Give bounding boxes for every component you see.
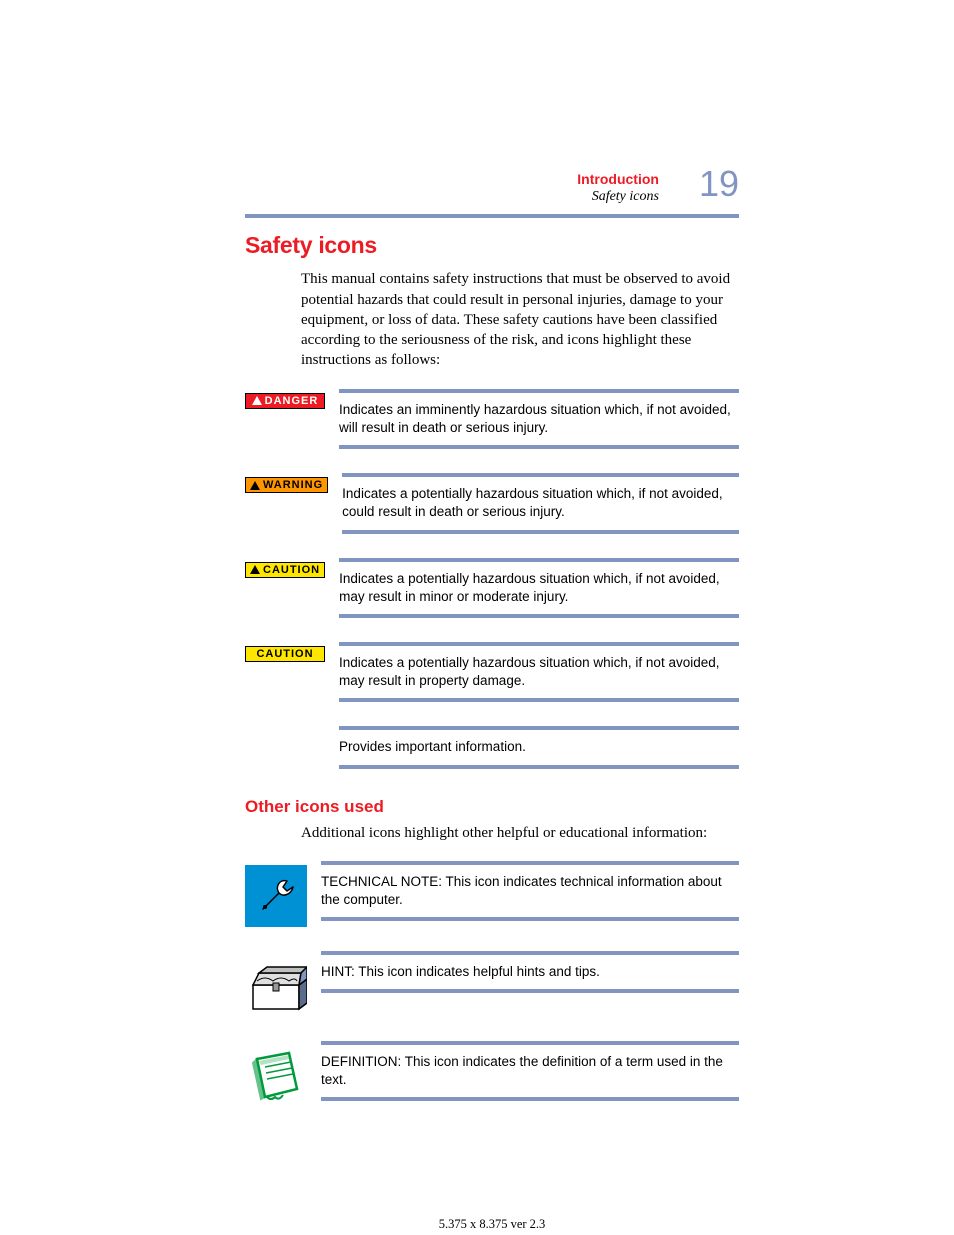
notice-bottom-rule	[339, 765, 739, 769]
badge-label: WARNING	[263, 479, 323, 491]
header-rule	[245, 214, 739, 218]
warning-badge: WARNING	[245, 477, 328, 493]
notice-bottom-rule	[339, 614, 739, 618]
badge-label: CAUTION	[256, 648, 313, 660]
notice-text: Indicates an imminently hazardous situat…	[339, 397, 739, 439]
other-intro: Additional icons highlight other helpful…	[301, 823, 739, 843]
technical-note-icon-box	[245, 865, 307, 927]
header-text-block: Introduction Safety icons	[577, 170, 659, 206]
info-icon-body: DEFINITION: This icon indicates the defi…	[321, 1041, 739, 1101]
info-icon-text: DEFINITION: This icon indicates the defi…	[321, 1049, 739, 1091]
notice-row: DANGER Indicates an imminently hazardous …	[245, 389, 739, 449]
info-icon-block: HINT: This icon indicates helpful hints …	[245, 951, 739, 1017]
alert-triangle-icon	[252, 396, 262, 405]
notice-row: WARNING Indicates a potentially hazardous…	[245, 473, 739, 533]
notice-body: Provides important information.	[339, 726, 739, 768]
info-bottom-rule	[321, 1097, 739, 1101]
danger-badge: DANGER	[245, 393, 325, 409]
notice-body: Indicates a potentially hazardous situat…	[342, 473, 739, 533]
alert-triangle-icon	[250, 481, 260, 490]
book-icon	[245, 1045, 307, 1107]
info-bottom-rule	[321, 917, 739, 921]
safety-notice: CAUTION Indicates a potentially hazardous…	[245, 642, 739, 702]
notice-text: Indicates a potentially hazardous situat…	[339, 566, 739, 608]
safety-intro: This manual contains safety instructions…	[301, 269, 739, 370]
info-bottom-rule	[321, 989, 739, 993]
notice-top-rule	[339, 389, 739, 393]
safety-notice: Provides important information.	[245, 726, 739, 768]
info-top-rule	[321, 951, 739, 955]
hint-icon-box	[245, 955, 307, 1017]
caution-alert-badge: CAUTION	[245, 562, 325, 578]
notice-top-rule	[339, 642, 739, 646]
page-header: Introduction Safety icons 19	[245, 170, 739, 206]
notice-text: Indicates a potentially hazardous situat…	[342, 481, 739, 523]
safety-notice: DANGER Indicates an imminently hazardous …	[245, 389, 739, 449]
definition-icon-box	[245, 1045, 307, 1107]
wrench-icon	[245, 865, 307, 927]
document-page: Introduction Safety icons 19 Safety icon…	[0, 0, 954, 1232]
caution-badge: CAUTION	[245, 646, 325, 662]
notice-body: Indicates a potentially hazardous situat…	[339, 558, 739, 618]
notice-top-rule	[339, 726, 739, 730]
info-icon-text: HINT: This icon indicates helpful hints …	[321, 959, 739, 983]
notice-text: Provides important information.	[339, 734, 739, 758]
safety-notice: WARNING Indicates a potentially hazardous…	[245, 473, 739, 533]
notice-text: Indicates a potentially hazardous situat…	[339, 650, 739, 692]
notice-body: Indicates a potentially hazardous situat…	[339, 642, 739, 702]
notice-bottom-rule	[339, 698, 739, 702]
info-icon-block: DEFINITION: This icon indicates the defi…	[245, 1041, 739, 1107]
alert-triangle-icon	[250, 565, 260, 574]
header-section-name: Safety icons	[577, 188, 659, 206]
notice-bottom-rule	[339, 445, 739, 449]
badge-label: DANGER	[265, 395, 319, 407]
notice-body: Indicates an imminently hazardous situat…	[339, 389, 739, 449]
notice-row: CAUTION Indicates a potentially hazardous…	[245, 558, 739, 618]
chapter-name: Introduction	[577, 170, 659, 188]
badge-label: CAUTION	[263, 564, 320, 576]
info-icon-block: TECHNICAL NOTE: This icon indicates tech…	[245, 861, 739, 927]
info-icon-text: TECHNICAL NOTE: This icon indicates tech…	[321, 869, 739, 911]
section-title-safety: Safety icons	[245, 232, 739, 259]
footer-text: 5.375 x 8.375 ver 2.3	[245, 1217, 739, 1232]
info-icon-body: TECHNICAL NOTE: This icon indicates tech…	[321, 861, 739, 921]
treasure-chest-icon	[245, 955, 307, 1017]
info-top-rule	[321, 861, 739, 865]
info-top-rule	[321, 1041, 739, 1045]
notice-bottom-rule	[342, 530, 739, 534]
notice-top-rule	[339, 558, 739, 562]
notice-row: CAUTION Indicates a potentially hazardous…	[245, 642, 739, 702]
notice-top-rule	[342, 473, 739, 477]
notice-row: Provides important information.	[245, 726, 739, 768]
page-number: 19	[699, 166, 739, 202]
info-icon-body: HINT: This icon indicates helpful hints …	[321, 951, 739, 993]
section-title-other: Other icons used	[245, 797, 739, 817]
safety-notice: CAUTION Indicates a potentially hazardous…	[245, 558, 739, 618]
